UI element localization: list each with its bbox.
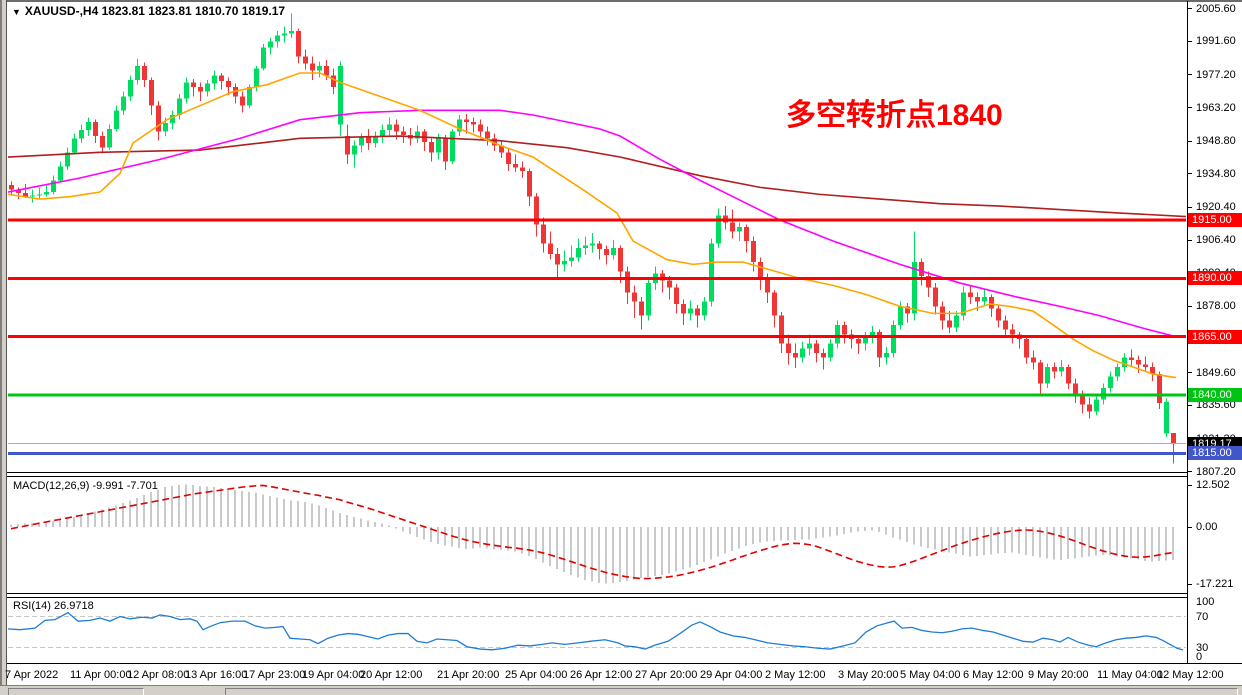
macd-tick-mark [1188, 583, 1192, 585]
symbol-dropdown-icon[interactable]: ▼ [12, 7, 21, 17]
time-axis-label: 11 May 04:00 [1097, 669, 1163, 681]
price-axis-line [1187, 1, 1188, 663]
price-tick-mark [1188, 404, 1192, 406]
chart-title-text: XAUUSD-,H4 1823.81 1823.81 1810.70 1819.… [24, 4, 286, 18]
macd-panel-bottom-border [7, 593, 1188, 594]
macd-tick-mark [1188, 484, 1192, 486]
price-badge-1840.00: 1840.00 [1188, 388, 1242, 403]
status-bar [0, 685, 1242, 695]
rsi-label: RSI(14) 26.9718 [13, 600, 94, 612]
time-axis-label: 2 May 12:00 [765, 669, 826, 681]
macd-tick-label: -17.221 [1196, 578, 1234, 591]
time-axis-label: 20 Apr 12:00 [360, 669, 423, 681]
time-axis-label: 5 May 04:00 [900, 669, 961, 681]
rsi-tick-label: 100 [1196, 596, 1215, 608]
price-tick-label: 2005.60 [1196, 2, 1236, 15]
status-bar-cell-0 [8, 688, 144, 695]
macd-panel-top-border[interactable] [7, 476, 1188, 477]
price-tick-label: 1934.80 [1196, 167, 1236, 180]
time-axis-label: 27 Apr 20:00 [635, 669, 698, 681]
chart-title: ▼ XAUUSD-,H4 1823.81 1823.81 1810.70 1819… [12, 4, 285, 18]
price-tick-mark [1188, 8, 1192, 10]
price-badge-1815.00: 1815.00 [1188, 446, 1242, 461]
price-tick-mark [1188, 206, 1192, 208]
time-axis-label: 13 Apr 16:00 [185, 669, 248, 681]
price-tick-mark [1188, 140, 1192, 142]
macd-label: MACD(12,26,9) -9.991 -7.701 [13, 480, 158, 492]
price-tick-mark [1188, 107, 1192, 109]
window-top-border [0, 0, 1242, 2]
price-tick-mark [1188, 239, 1192, 241]
price-tick-label: 1835.60 [1196, 399, 1236, 412]
price-tick-label: 1991.60 [1196, 35, 1236, 48]
price-tick-label: 1948.80 [1196, 135, 1236, 148]
time-axis-label: 12 May 12:00 [1157, 669, 1224, 681]
price-tick-mark [1188, 74, 1192, 76]
time-axis-label: 26 Apr 12:00 [570, 669, 633, 681]
price-tick-mark [1188, 305, 1192, 307]
price-badge-1915.00: 1915.00 [1188, 213, 1242, 228]
price-badge-1890.00: 1890.00 [1188, 271, 1242, 286]
price-tick-label: 1977.20 [1196, 68, 1236, 81]
price-tick-label: 1963.20 [1196, 101, 1236, 114]
time-axis-label: 12 Apr 08:00 [127, 669, 190, 681]
price-panel-bottom-border [7, 472, 1188, 473]
macd-tick-label: 0.00 [1196, 521, 1218, 533]
rsi-panel-bottom-border [7, 663, 1242, 664]
annotation-text: 多空转折点1840 [786, 99, 1003, 132]
rsi-tick-label: 30 [1196, 641, 1209, 654]
status-bar-cell-1 [225, 688, 1238, 695]
price-tick-mark [1188, 40, 1192, 42]
time-axis-label: 21 Apr 20:00 [437, 669, 500, 681]
price-tick-mark [1188, 471, 1192, 473]
rsi-tick-label: 0 [1196, 651, 1203, 663]
time-axis-label: 9 May 20:00 [1028, 669, 1089, 681]
time-axis-label: 6 May 12:00 [963, 669, 1024, 681]
time-axis-label: 25 Apr 04:00 [505, 669, 568, 681]
price-tick-label: 1906.40 [1196, 234, 1236, 247]
rsi-tick-label: 70 [1196, 610, 1209, 623]
price-tick-label: 1807.20 [1196, 465, 1236, 478]
window-left-border [0, 0, 7, 695]
macd-tick-label: 12.502 [1196, 479, 1230, 492]
time-axis-label: 19 Apr 04:00 [302, 669, 365, 681]
time-axis-label: 3 May 20:00 [838, 669, 899, 681]
macd-tick-mark [1188, 526, 1192, 528]
price-tick-label: 1849.60 [1196, 366, 1236, 379]
time-axis-label: 11 Apr 00:00 [70, 669, 132, 681]
rsi-panel-top-border[interactable] [7, 597, 1188, 598]
time-axis-label: 29 Apr 04:00 [700, 669, 763, 681]
price-tick-mark [1188, 372, 1192, 374]
price-tick-label: 1920.40 [1196, 201, 1236, 214]
time-axis-label: 7 Apr 2022 [5, 669, 59, 681]
price-tick-label: 1878.00 [1196, 300, 1236, 313]
price-badge-1865.00: 1865.00 [1188, 329, 1242, 344]
time-axis-label: 17 Apr 23:00 [243, 669, 306, 681]
price-tick-mark [1188, 173, 1192, 175]
